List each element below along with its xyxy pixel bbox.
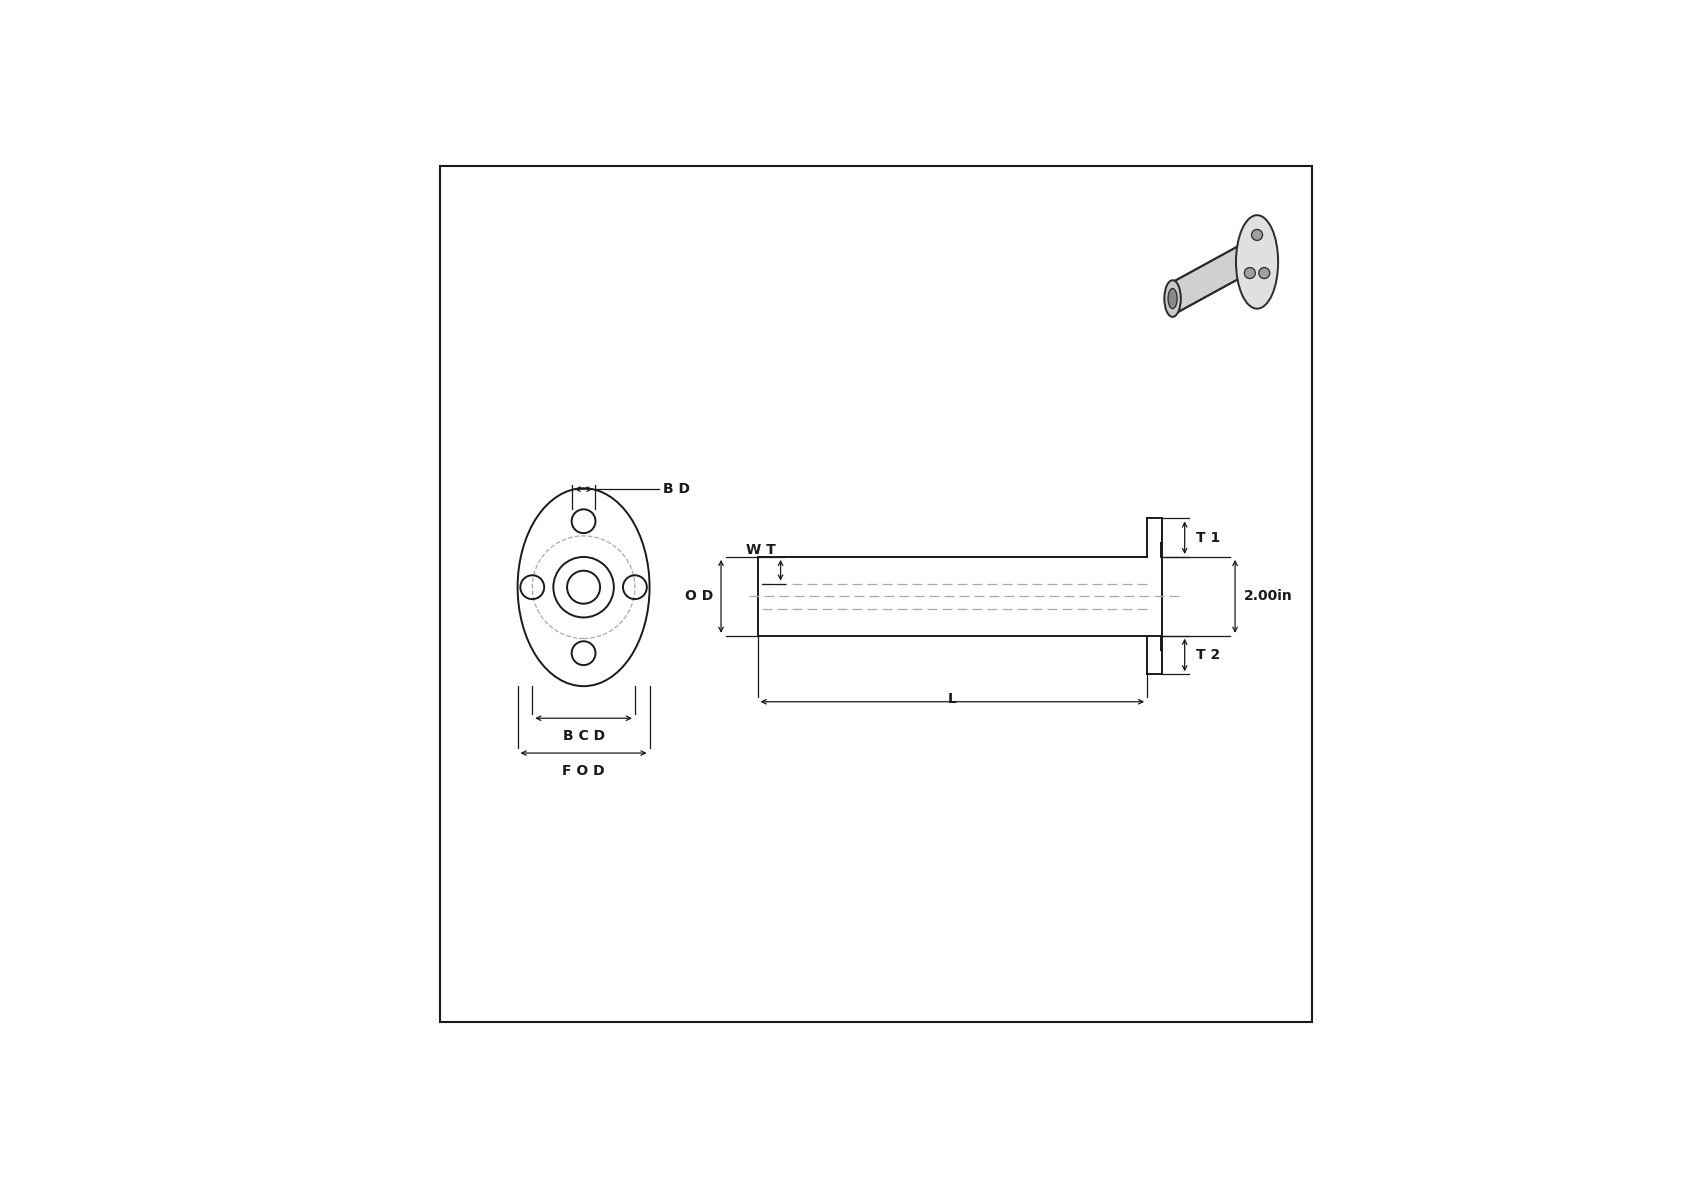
Text: B D: B D (663, 482, 690, 496)
Text: T 2: T 2 (1196, 649, 1219, 662)
Ellipse shape (1164, 280, 1180, 317)
Circle shape (1244, 268, 1255, 278)
Circle shape (1251, 230, 1263, 240)
Text: T 1: T 1 (1196, 531, 1219, 545)
Text: F O D: F O D (562, 764, 605, 778)
Text: B C D: B C D (562, 729, 605, 744)
Text: L: L (948, 693, 957, 707)
Text: O D: O D (685, 589, 714, 603)
Ellipse shape (1169, 288, 1177, 308)
Polygon shape (1239, 245, 1256, 278)
Circle shape (1258, 268, 1270, 278)
Text: W T: W T (746, 543, 776, 557)
Polygon shape (1172, 245, 1239, 315)
Ellipse shape (1236, 215, 1278, 308)
Text: 2.00in: 2.00in (1244, 589, 1293, 603)
